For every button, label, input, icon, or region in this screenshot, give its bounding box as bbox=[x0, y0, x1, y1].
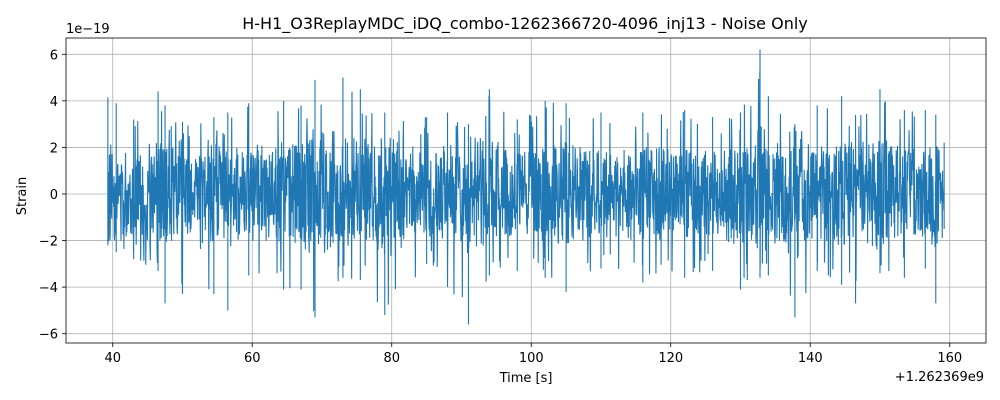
x-axis-label: Time [s] bbox=[499, 371, 553, 386]
x-tick-label: 160 bbox=[937, 351, 962, 366]
y-tick-label: −6 bbox=[39, 328, 58, 343]
y-axis-ticks: −6 −4 −2 0 2 4 6 bbox=[39, 48, 66, 343]
y-tick-label: 4 bbox=[50, 95, 58, 110]
x-axis-ticks: 40 60 80 100 120 140 160 bbox=[104, 343, 962, 366]
x-tick-label: 40 bbox=[104, 351, 121, 366]
x-tick-label: 140 bbox=[798, 351, 823, 366]
y-scale-label: 1e−19 bbox=[66, 22, 110, 37]
chart-title: H-H1_O3ReplayMDC_iDQ_combo-1262366720-40… bbox=[242, 14, 808, 34]
x-tick-label: 120 bbox=[658, 351, 683, 366]
y-tick-label: −4 bbox=[39, 281, 58, 296]
plot-frame bbox=[65, 37, 987, 344]
x-offset-label: +1.262369e9 bbox=[895, 370, 984, 385]
strain-trace-series bbox=[107, 49, 945, 325]
x-tick-label: 100 bbox=[519, 351, 544, 366]
y-tick-label: 2 bbox=[50, 141, 58, 156]
y-axis-label: Strain bbox=[15, 177, 30, 216]
y-tick-label: 6 bbox=[50, 48, 58, 63]
x-tick-label: 60 bbox=[244, 351, 261, 366]
y-tick-label: 0 bbox=[50, 188, 58, 203]
strain-line bbox=[107, 49, 945, 325]
x-tick-label: 80 bbox=[383, 351, 400, 366]
y-tick-label: −2 bbox=[39, 235, 58, 250]
